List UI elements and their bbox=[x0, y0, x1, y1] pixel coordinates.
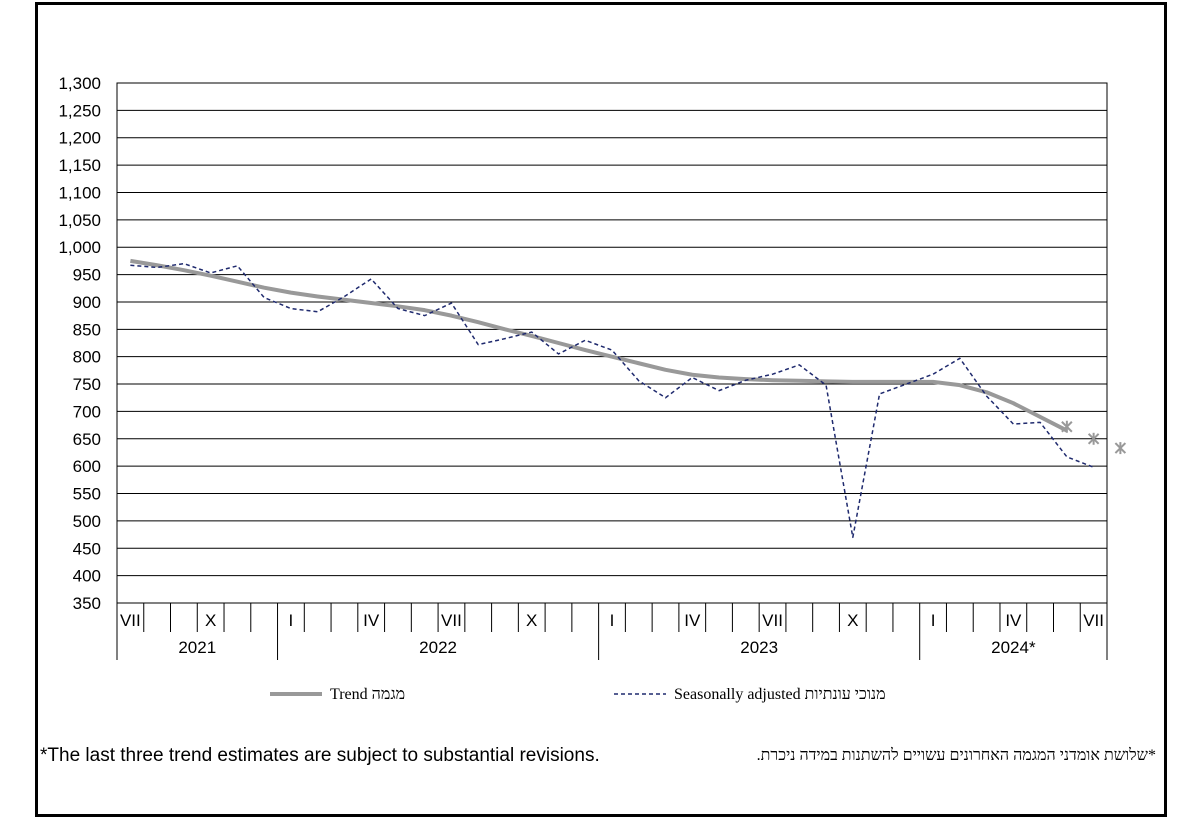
year-label: 2024* bbox=[991, 638, 1036, 657]
series-group bbox=[130, 258, 1127, 539]
seasonally-adjusted-line bbox=[130, 262, 1094, 539]
x-tick-label: I bbox=[931, 611, 936, 630]
y-tick-label: 850 bbox=[73, 320, 101, 339]
legend: Trend מגמה Seasonally adjusted מנוכי עונ… bbox=[270, 686, 886, 703]
year-label: 2021 bbox=[178, 638, 216, 657]
x-tick-label: I bbox=[289, 611, 294, 630]
y-tick-label: 700 bbox=[73, 402, 101, 421]
y-tick-label: 1,200 bbox=[58, 129, 101, 148]
y-tick-label: 350 bbox=[73, 594, 101, 613]
x-tick-label: VII bbox=[762, 611, 783, 630]
y-tick-label: 1,150 bbox=[58, 156, 101, 175]
year-label: 2023 bbox=[740, 638, 778, 657]
y-tick-label: 1,050 bbox=[58, 211, 101, 230]
x-tick-label: IV bbox=[363, 611, 380, 630]
x-tick-label: IV bbox=[1005, 611, 1022, 630]
trend-estimate-marker bbox=[1061, 420, 1073, 433]
x-tick-label: VII bbox=[120, 611, 141, 630]
trend-estimate-marker bbox=[1087, 432, 1100, 445]
x-tick-label: I bbox=[610, 611, 615, 630]
y-tick-label: 650 bbox=[73, 430, 101, 449]
x-tick-label: VII bbox=[441, 611, 462, 630]
y-tick-label: 900 bbox=[73, 293, 101, 312]
trend-line bbox=[130, 258, 1068, 433]
x-tick-label: X bbox=[526, 611, 537, 630]
plot-area-border bbox=[116, 82, 1108, 604]
y-tick-label: 450 bbox=[73, 539, 101, 558]
x-tick-label: X bbox=[847, 611, 858, 630]
y-tick-label: 800 bbox=[73, 348, 101, 367]
year-label: 2022 bbox=[419, 638, 457, 657]
grid bbox=[116, 82, 1108, 604]
x-tick-label: IV bbox=[684, 611, 701, 630]
legend-trend-label: Trend מגמה bbox=[330, 686, 405, 703]
x-tick-label: VII bbox=[1083, 611, 1104, 630]
y-tick-label: 1,250 bbox=[58, 101, 101, 120]
y-tick-label: 950 bbox=[73, 266, 101, 285]
footnote-english: *The last three trend estimates are subj… bbox=[40, 745, 600, 766]
y-tick-label: 600 bbox=[73, 457, 101, 476]
y-tick-label: 400 bbox=[73, 567, 101, 586]
y-tick-label: 1,300 bbox=[58, 74, 101, 93]
y-axis-ticks: 1,300 1,250 1,200 1,150 1,100 1,050 1,000 950 90… bbox=[58, 74, 101, 613]
x-tick-label: X bbox=[205, 611, 216, 630]
y-tick-label: 1,000 bbox=[58, 238, 101, 257]
y-tick-label: 500 bbox=[73, 512, 101, 531]
legend-seasonal-label: Seasonally adjusted מנוכי עונתיות bbox=[674, 686, 886, 703]
y-tick-label: 750 bbox=[73, 375, 101, 394]
trend-estimate-marker bbox=[1114, 442, 1127, 455]
y-tick-label: 1,100 bbox=[58, 183, 101, 202]
y-tick-label: 550 bbox=[73, 485, 101, 504]
x-axis: VII X I IV VII X I IV VII X I IV VII 2021 2022 2023 2024… bbox=[116, 603, 1108, 660]
footnote-hebrew: *שלושת אומדני המגמה האחרונים עשויים להשת… bbox=[756, 747, 1156, 764]
